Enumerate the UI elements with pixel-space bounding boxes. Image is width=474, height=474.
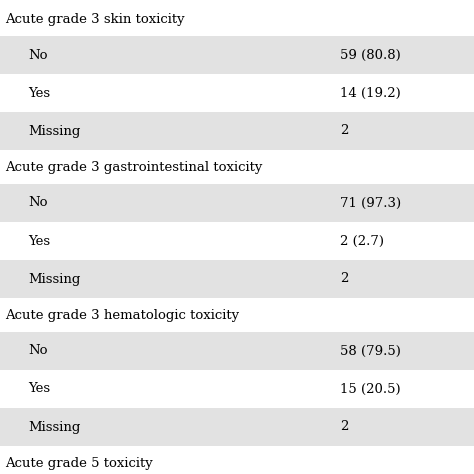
Text: 2: 2 [340, 125, 348, 137]
Bar [0, 112, 474, 150]
Text: Acute grade 3 gastrointestinal toxicity: Acute grade 3 gastrointestinal toxicity [5, 161, 263, 173]
Text: No: No [28, 197, 47, 210]
Text: No: No [28, 48, 47, 62]
Bar [0, 36, 474, 74]
Text: Missing: Missing [28, 125, 81, 137]
Bar [0, 74, 474, 112]
Text: 2 (2.7): 2 (2.7) [340, 235, 384, 247]
Text: 2: 2 [340, 273, 348, 285]
Bar [0, 332, 474, 370]
Text: 14 (19.2): 14 (19.2) [340, 86, 401, 100]
Bar [0, 370, 474, 408]
Text: 2: 2 [340, 420, 348, 434]
Text: 71 (97.3): 71 (97.3) [340, 197, 401, 210]
Bar [0, 298, 474, 332]
Text: Yes: Yes [28, 86, 50, 100]
Text: Yes: Yes [28, 235, 50, 247]
Bar [0, 150, 474, 184]
Text: Missing: Missing [28, 420, 81, 434]
Text: Yes: Yes [28, 383, 50, 395]
Text: Acute grade 3 hematologic toxicity: Acute grade 3 hematologic toxicity [5, 309, 239, 321]
Bar [0, 222, 474, 260]
Text: No: No [28, 345, 47, 357]
Bar [0, 2, 474, 36]
Text: Acute grade 5 toxicity: Acute grade 5 toxicity [5, 456, 153, 470]
Bar [0, 260, 474, 298]
Text: Missing: Missing [28, 273, 81, 285]
Text: 58 (79.5): 58 (79.5) [340, 345, 401, 357]
Bar [0, 184, 474, 222]
Bar [0, 446, 474, 474]
Text: 59 (80.8): 59 (80.8) [340, 48, 401, 62]
Text: Acute grade 3 skin toxicity: Acute grade 3 skin toxicity [5, 12, 185, 26]
Bar [0, 408, 474, 446]
Text: 15 (20.5): 15 (20.5) [340, 383, 401, 395]
